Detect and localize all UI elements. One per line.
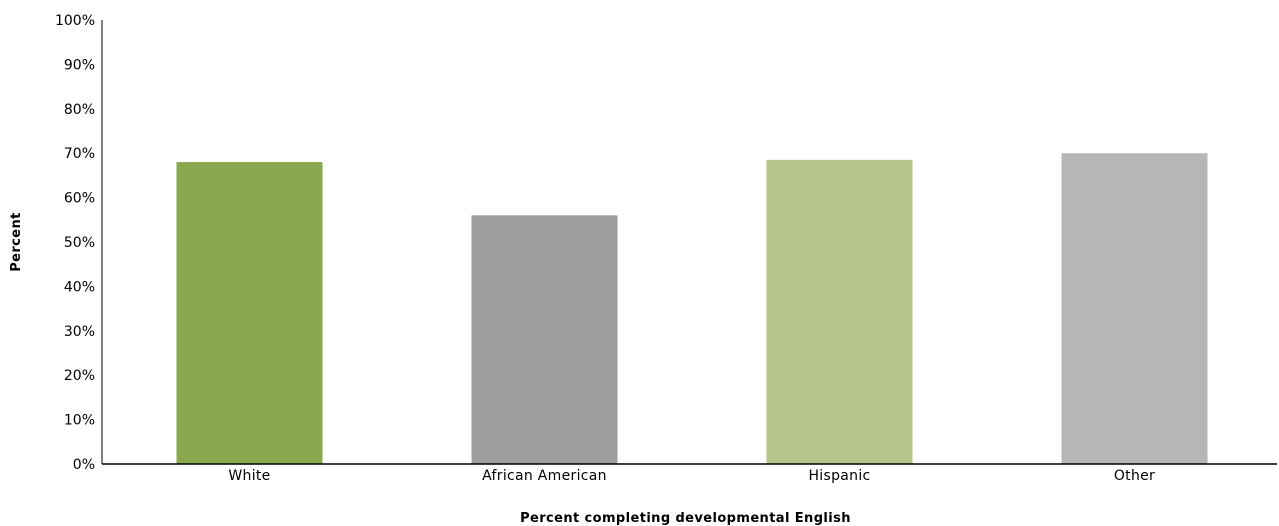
x-tick-label: Hispanic [808,468,870,484]
bar-other [1061,153,1208,464]
bar-african-american [471,215,618,464]
y-tick-label: 80% [64,102,95,118]
y-tick-label: 0% [73,457,95,473]
x-tick-label: White [228,468,270,484]
y-tick-label: 50% [64,235,95,251]
bars [176,153,1208,465]
y-tick-label: 60% [64,191,95,207]
x-axis-title: Percent completing developmental English [520,511,851,526]
bar-hispanic [766,159,913,465]
bar-white [176,162,323,464]
y-axis-ticks: 0% 10% 20% 30% 40% 50% 60% 70% 80% 90% 100% [55,13,95,473]
y-tick-label: 100% [55,13,95,29]
y-tick-label: 70% [64,146,95,162]
y-tick-label: 10% [64,413,95,429]
y-tick-label: 40% [64,279,95,295]
x-axis-tick-labels: White African American Hispanic Other [228,468,1155,484]
y-axis-title: Percent [9,212,24,272]
x-tick-label: Other [1114,468,1155,484]
x-tick-label: African American [482,468,607,484]
y-tick-label: 90% [64,57,95,73]
y-tick-label: 30% [64,324,95,340]
y-tick-label: 20% [64,368,95,384]
